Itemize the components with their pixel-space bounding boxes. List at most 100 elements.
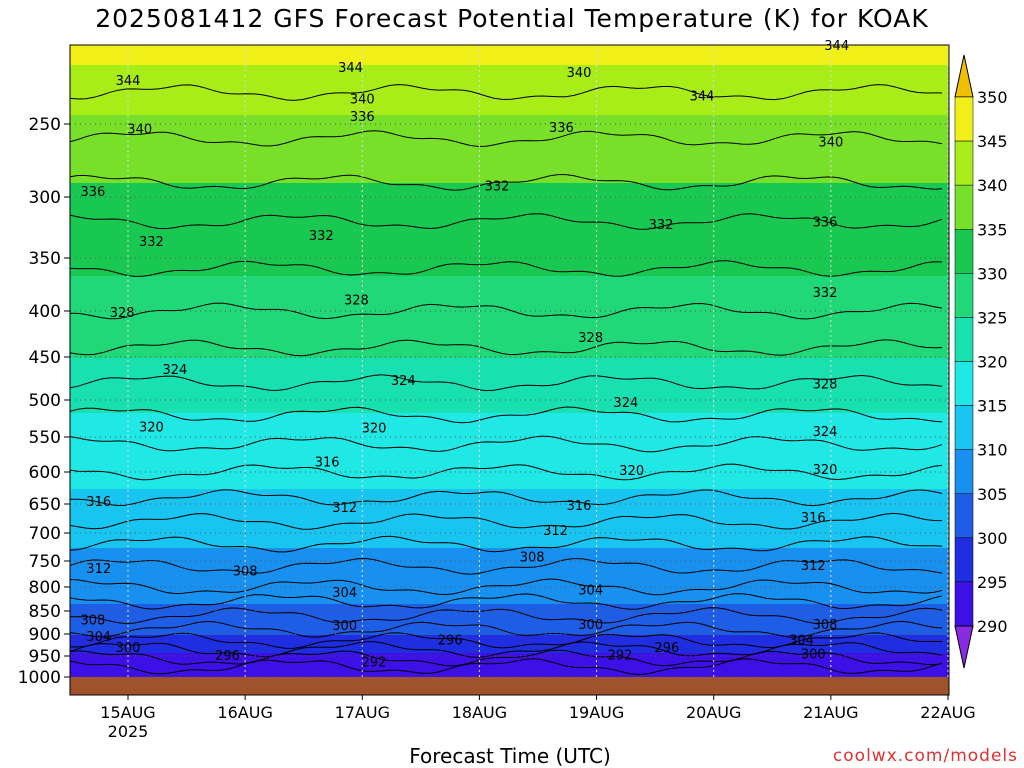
x-tick-label: 22AUG bbox=[920, 703, 975, 722]
colorbar-label: 345 bbox=[977, 132, 1008, 151]
y-tick-label: 550 bbox=[29, 428, 61, 448]
y-tick-label: 900 bbox=[29, 625, 61, 645]
contour-line bbox=[70, 339, 943, 357]
colorbar-label: 340 bbox=[977, 176, 1008, 195]
contour-label: 316 bbox=[86, 495, 111, 510]
contour-label: 340 bbox=[127, 122, 152, 137]
contour-label: 300 bbox=[801, 647, 826, 662]
contour-fill-band bbox=[70, 65, 949, 116]
contour-line bbox=[70, 593, 943, 610]
x-tick-label: 15AUG bbox=[100, 703, 155, 722]
contour-label: 300 bbox=[578, 618, 603, 633]
contour-labels: 344 344 340 344 344 340 336 340 336 340 336 332 336 3… bbox=[80, 39, 849, 670]
contour-label: 320 bbox=[139, 421, 164, 436]
contour-line bbox=[70, 632, 943, 649]
y-tick-label: 250 bbox=[29, 115, 61, 135]
x-tick-label: 18AUG bbox=[452, 703, 507, 722]
contour-label: 312 bbox=[332, 501, 357, 516]
contour-line bbox=[70, 557, 943, 575]
contour-label: 312 bbox=[543, 524, 568, 539]
colorbar-segment bbox=[954, 184, 974, 230]
y-tick-label: 950 bbox=[29, 647, 61, 667]
colorbar-label: 330 bbox=[977, 264, 1008, 283]
contour-label: 332 bbox=[309, 229, 334, 244]
contour-line bbox=[70, 260, 943, 277]
colorbar-top-triangle bbox=[954, 54, 974, 98]
y-tick-label: 400 bbox=[29, 302, 61, 322]
contour-label: 324 bbox=[162, 363, 187, 378]
contour-line bbox=[70, 130, 943, 147]
contour-label: 316 bbox=[567, 499, 592, 514]
contour-label: 308 bbox=[233, 564, 258, 579]
contour-line bbox=[70, 641, 943, 658]
y-tick-label: 750 bbox=[29, 552, 61, 572]
colorbar-segment bbox=[954, 449, 974, 494]
contour-label: 328 bbox=[110, 306, 135, 321]
contour-label: 304 bbox=[332, 586, 357, 601]
x-tick-label: 19AUG bbox=[569, 703, 624, 722]
colorbar-segment bbox=[954, 140, 974, 186]
colorbar-label: 290 bbox=[977, 617, 1008, 636]
ground-band bbox=[70, 677, 949, 695]
plot-frame bbox=[69, 44, 950, 696]
contour-line bbox=[70, 463, 943, 481]
contour-line bbox=[70, 174, 943, 191]
y-tick-label: 600 bbox=[29, 463, 61, 483]
contour-label: 336 bbox=[80, 185, 105, 200]
y-tick-label: 1000 bbox=[18, 668, 61, 688]
contour-line bbox=[70, 578, 943, 596]
contour-label: 296 bbox=[215, 649, 240, 664]
contour-line bbox=[70, 406, 943, 424]
contour-line bbox=[70, 435, 943, 453]
contour-label: 308 bbox=[813, 618, 838, 633]
contour-label: 316 bbox=[801, 511, 826, 526]
contour-line bbox=[70, 535, 943, 553]
colorbar-label: 315 bbox=[977, 397, 1008, 416]
contour-label: 296 bbox=[654, 641, 679, 656]
colorbar-label: 325 bbox=[977, 308, 1008, 327]
contour-lines bbox=[70, 84, 943, 676]
contour-fill-band bbox=[70, 115, 949, 184]
contour-label: 340 bbox=[818, 136, 843, 151]
y-tick-label: 800 bbox=[29, 578, 61, 598]
contour-label: 320 bbox=[362, 421, 387, 436]
colorbar: 350 345 340 335 330 325 320 315 310 305 300 295 290 bbox=[954, 54, 1008, 669]
colorbar-label: 335 bbox=[977, 220, 1008, 239]
site-credit: coolwx.com/models bbox=[832, 746, 1018, 766]
contour-label: 300 bbox=[116, 641, 141, 656]
y-tick-label: 500 bbox=[29, 391, 61, 411]
x-axis-label: Forecast Time (UTC) bbox=[409, 744, 611, 768]
contour-label: 332 bbox=[139, 235, 164, 250]
contour-label: 312 bbox=[801, 559, 826, 574]
contour-label: 292 bbox=[362, 655, 387, 670]
x-tick-sublabel: 2025 bbox=[108, 722, 149, 741]
contour-label: 304 bbox=[578, 583, 603, 598]
colorbar-segment bbox=[954, 493, 974, 539]
contour-label: 328 bbox=[813, 378, 838, 393]
contour-fill-band bbox=[70, 635, 949, 654]
colorbar-segment bbox=[954, 229, 974, 274]
colorbar-label: 310 bbox=[977, 441, 1008, 460]
colorbar-segment bbox=[954, 96, 974, 142]
contour-line bbox=[70, 302, 943, 320]
colorbar-segment bbox=[954, 581, 974, 627]
contour-label: 332 bbox=[649, 218, 674, 233]
contour-label: 344 bbox=[116, 74, 141, 89]
y-tick-label: 450 bbox=[29, 348, 61, 368]
contour-line bbox=[70, 658, 943, 676]
contour-label: 308 bbox=[520, 551, 545, 566]
contour-label: 340 bbox=[350, 93, 375, 108]
contour-line bbox=[70, 649, 943, 667]
contour-fill-band bbox=[70, 45, 949, 66]
contour-fill-band bbox=[70, 604, 949, 636]
contour-label: 324 bbox=[613, 396, 638, 411]
contour-label: 320 bbox=[619, 464, 644, 479]
x-tick-label: 21AUG bbox=[803, 703, 858, 722]
y-tick-label: 300 bbox=[29, 188, 61, 208]
contour-label: 336 bbox=[549, 121, 574, 136]
contour-line bbox=[70, 213, 943, 230]
contour-label: 336 bbox=[350, 110, 375, 125]
colorbar-bottom-triangle bbox=[954, 625, 974, 669]
colorbar-segment bbox=[954, 537, 974, 583]
contour-label: 296 bbox=[438, 634, 463, 649]
